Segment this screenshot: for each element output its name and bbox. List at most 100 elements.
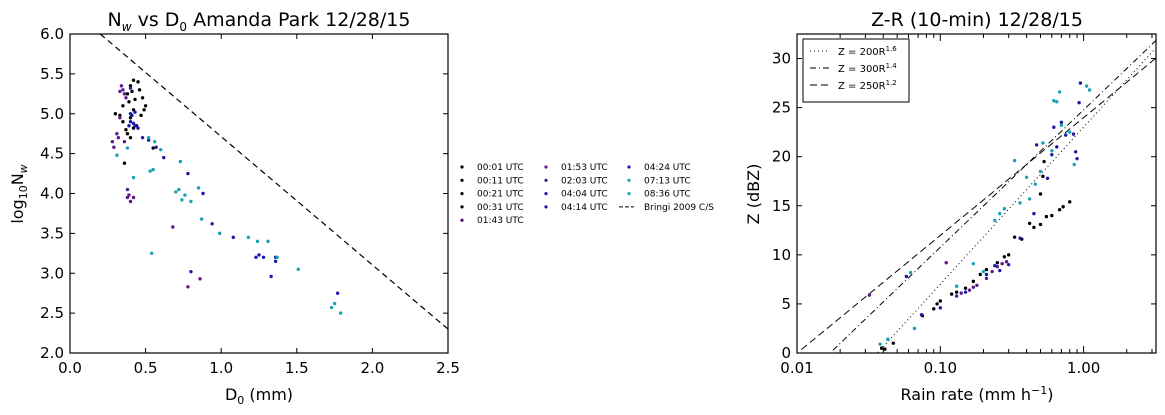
right-data-point [1045, 176, 1050, 180]
right-data-point [1018, 201, 1022, 205]
right-data-point [1050, 153, 1054, 157]
right-data-point [1052, 99, 1056, 103]
right-data-point [954, 284, 959, 288]
right-data-point [1073, 150, 1078, 154]
right-data-point [1012, 158, 1017, 163]
right-data-point [935, 302, 939, 306]
right-data-point [908, 270, 913, 275]
left-data-point [112, 145, 116, 149]
right-data-point [1057, 90, 1062, 94]
right-data-point [984, 276, 989, 281]
left-y-tick-label: 5.5 [40, 65, 64, 83]
zr-relation-lines [801, 40, 1157, 354]
left-data-point [136, 80, 140, 84]
left-data-point [131, 195, 136, 200]
left-data-point [118, 113, 122, 118]
right-data-point [938, 299, 943, 303]
zr-legend-box [802, 38, 910, 103]
left-data-point [198, 277, 202, 281]
right-y-tick-label: 20 [772, 148, 791, 166]
left-data-point [266, 239, 270, 244]
right-data-point [1002, 207, 1007, 211]
right-data-point [975, 283, 979, 287]
left-data-point [254, 255, 258, 259]
left-data-point [159, 147, 163, 152]
right-x-tick-label: 1.00 [1067, 359, 1100, 377]
left-x-tick-label: 1.0 [209, 359, 233, 377]
right-data-point [967, 288, 972, 292]
right-data-point [938, 306, 943, 310]
right-data-point [932, 307, 936, 311]
left-data-point [143, 104, 148, 108]
left-data-point [273, 259, 278, 263]
left-y-tick-label: 4.0 [40, 185, 64, 203]
left-chart-title: Nw vs D0 Amanda Park 12/28/15 [108, 9, 411, 34]
right-data-point [1052, 125, 1056, 129]
left-data-point [140, 135, 145, 140]
right-data-point [1087, 88, 1092, 92]
right-data-point [886, 337, 890, 341]
left-data-point [133, 124, 137, 128]
right-y-tick-label: 15 [772, 197, 791, 215]
right-data-point [998, 268, 1002, 273]
left-data-point [124, 96, 128, 100]
right-data-point [1027, 221, 1032, 226]
right-data-point [949, 292, 954, 296]
left-data-point [217, 231, 222, 236]
left-data-point [154, 145, 158, 149]
left-data-point [151, 146, 155, 150]
right-data-point [1018, 236, 1022, 240]
right-data-point [1006, 262, 1011, 267]
zr-legend-label: Z = 200R1.6 [838, 45, 897, 58]
left-data-point [118, 116, 122, 120]
zr-legend-label: Z = 250R1.2 [838, 79, 897, 92]
left-x-axis-label: D0 (mm) [225, 385, 293, 407]
right-data-point [1057, 207, 1062, 212]
right-data-point [971, 261, 976, 266]
right-data-point [1041, 174, 1045, 179]
left-data-point [186, 285, 190, 289]
right-data-point [1024, 175, 1029, 180]
left-data-point [121, 120, 125, 124]
left-data-point [140, 96, 145, 100]
left-axis-ticks: 0.0 0.5 1.0 1.5 2.0 2.5 2.0 2.5 3.0 3.5 4.0 4.5 5.0 5… [40, 25, 460, 377]
left-data-point [210, 222, 214, 226]
right-plot-frame [796, 33, 1157, 354]
left-data-point [180, 198, 184, 202]
left-data-point [122, 161, 127, 165]
left-data-point [133, 110, 137, 114]
left-data-point [146, 138, 151, 142]
right-data-point [984, 272, 989, 277]
left-y-tick-label: 3.5 [40, 224, 64, 242]
left-data-point [128, 199, 133, 204]
left-x-tick-label: 2.5 [436, 359, 460, 377]
legend-entry-label: 00:01 UTC [477, 163, 524, 173]
right-data-point [995, 260, 1000, 265]
left-y-axis-label: log10Nw [8, 164, 30, 223]
right-axis-ticks: 0.01 0.10 1.00 0 5 10 15 20 25 30 [772, 34, 1156, 377]
left-data-point [162, 155, 166, 160]
left-data-point [148, 169, 152, 173]
right-data-point [1050, 213, 1054, 218]
legend-dot-marker [627, 192, 631, 196]
right-data-point [1027, 197, 1032, 201]
left-y-tick-label: 3.0 [40, 264, 64, 282]
right-data-point [944, 260, 948, 265]
right-data-point [880, 346, 884, 350]
left-x-tick-label: 2.0 [360, 359, 384, 377]
legend-dot-marker [627, 178, 631, 182]
right-data-point [1084, 84, 1089, 88]
right-y-tick-label: 0 [781, 344, 791, 362]
legend-dot-marker [627, 165, 631, 169]
right-data-point [1059, 120, 1064, 125]
left-data-point [128, 120, 133, 124]
left-data-point [178, 159, 183, 164]
left-y-tick-label: 6.0 [40, 25, 64, 43]
right-data-point [1055, 100, 1059, 104]
right-data-point [971, 279, 976, 284]
right-data-point [1077, 101, 1081, 105]
right-y-tick-label: 25 [772, 99, 791, 117]
left-data-point [149, 251, 154, 256]
right-data-point [1042, 159, 1046, 164]
right-data-point [1038, 222, 1043, 227]
